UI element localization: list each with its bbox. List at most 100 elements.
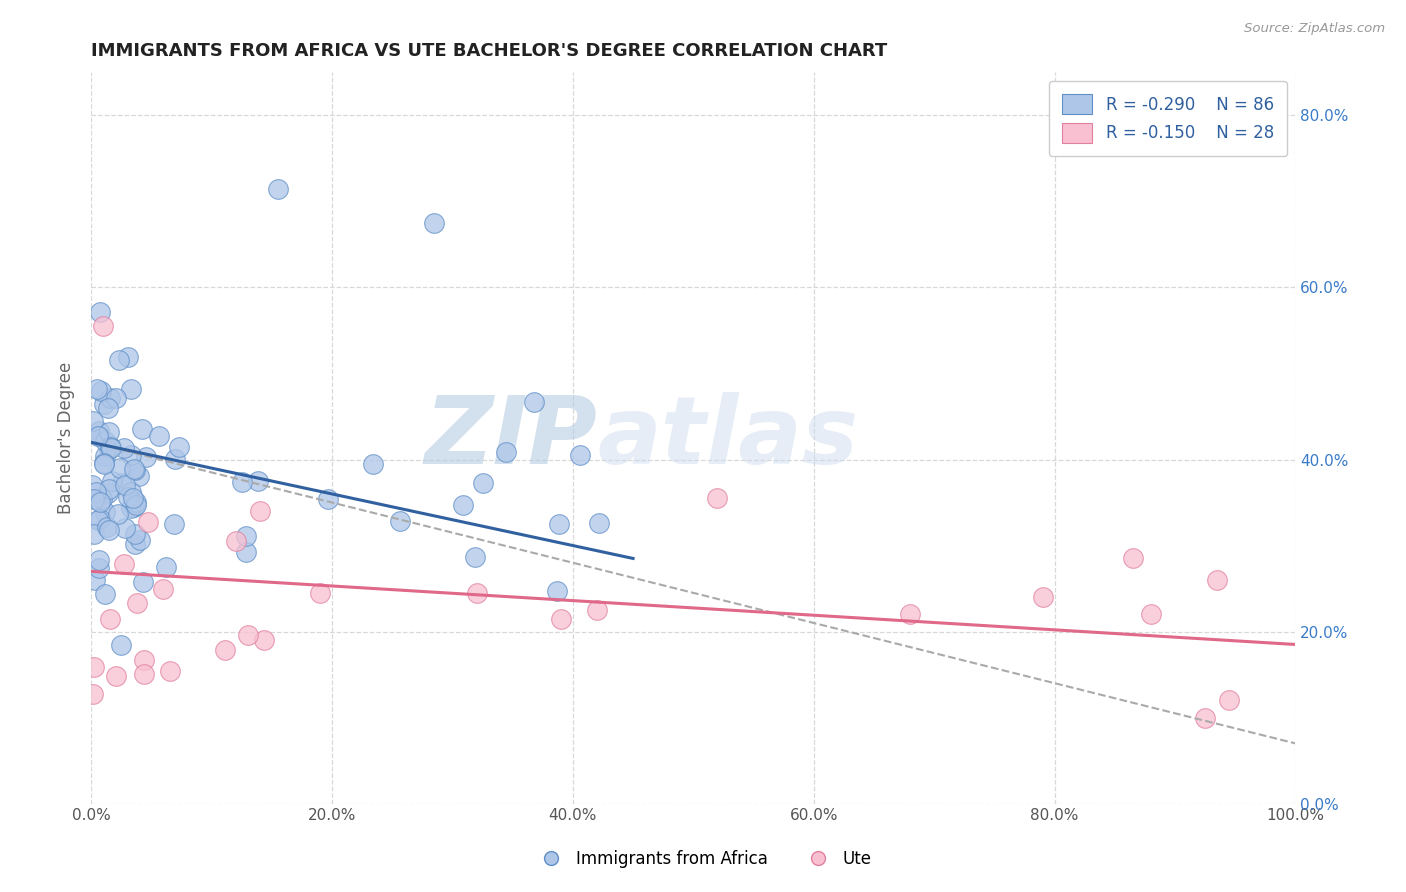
Point (135, 450, 157, 464)
Point (124, 463, 146, 477)
Point (267, 181, 290, 195)
Point (89, 495, 111, 509)
Point (898, 607, 921, 622)
Point (523, 394, 546, 409)
Point (131, 422, 153, 436)
Point (89, 512, 111, 526)
Point (706, 491, 728, 506)
Text: atlas: atlas (598, 392, 858, 484)
Point (112, 558, 135, 572)
Point (1194, 710, 1216, 724)
Point (472, 475, 495, 490)
Point (100, 391, 122, 405)
Point (83, 660, 105, 674)
Point (231, 475, 253, 489)
Point (546, 584, 568, 599)
Point (361, 457, 384, 471)
Y-axis label: Bachelor's Degree: Bachelor's Degree (58, 362, 75, 514)
Point (167, 440, 190, 454)
Point (550, 612, 572, 626)
Point (89, 304, 111, 318)
Point (98, 439, 121, 453)
Legend: R = -0.290    N = 86, R = -0.150    N = 28: R = -0.290 N = 86, R = -0.150 N = 28 (1049, 81, 1286, 156)
Point (586, 603, 609, 617)
Point (117, 350, 139, 364)
Point (112, 441, 135, 455)
Point (465, 586, 488, 600)
Point (309, 586, 332, 600)
Point (107, 508, 129, 522)
Point (94, 587, 117, 601)
Point (120, 382, 142, 396)
Point (101, 475, 124, 489)
Point (111, 475, 134, 490)
Point (97, 442, 120, 456)
Point (159, 664, 181, 678)
Text: ZIP: ZIP (425, 392, 598, 484)
Point (114, 521, 136, 535)
Point (100, 442, 122, 456)
Text: IMMIGRANTS FROM AFRICA VS UTE BACHELOR'S DEGREE CORRELATION CHART: IMMIGRANTS FROM AFRICA VS UTE BACHELOR'S… (91, 42, 887, 60)
Point (548, 516, 571, 531)
Point (253, 632, 276, 647)
Point (163, 516, 186, 531)
Point (98, 482, 121, 496)
Point (110, 639, 132, 653)
Point (87, 429, 110, 443)
Point (131, 574, 153, 589)
Point (1122, 551, 1144, 566)
Point (104, 669, 127, 683)
Point (93, 505, 115, 519)
Point (114, 477, 136, 491)
Point (236, 628, 259, 642)
Point (389, 514, 412, 528)
Point (98, 524, 121, 538)
Point (128, 469, 150, 483)
Point (464, 549, 486, 564)
Point (495, 445, 517, 459)
Point (94, 449, 117, 463)
Point (124, 527, 146, 541)
Point (225, 534, 247, 549)
Point (132, 653, 155, 667)
Point (87, 513, 110, 527)
Point (235, 529, 257, 543)
Point (82, 414, 104, 428)
Point (249, 504, 271, 518)
Point (134, 666, 156, 681)
Point (90, 384, 112, 399)
Point (163, 452, 186, 467)
Point (451, 498, 474, 512)
Point (86, 485, 108, 500)
Point (97, 486, 120, 500)
Point (155, 559, 177, 574)
Point (83, 491, 105, 506)
Point (152, 582, 174, 596)
Point (87, 561, 110, 575)
Point (86, 429, 108, 443)
Point (98, 612, 121, 626)
Point (87, 425, 110, 439)
Point (91, 491, 114, 506)
Point (97, 401, 120, 415)
Point (96, 520, 118, 534)
Point (93, 456, 115, 470)
Point (122, 491, 145, 505)
Point (84, 573, 107, 587)
Point (107, 353, 129, 368)
Point (588, 516, 610, 531)
Point (214, 642, 236, 657)
Point (1218, 693, 1240, 707)
Point (1140, 607, 1163, 622)
Point (83, 688, 105, 702)
Point (246, 475, 269, 489)
Point (569, 448, 592, 462)
Point (120, 448, 142, 462)
Point (122, 462, 145, 476)
Point (93, 457, 115, 471)
Point (136, 515, 159, 529)
Point (1206, 573, 1229, 587)
Point (125, 495, 148, 509)
Point (98, 440, 121, 454)
Point (83, 527, 105, 541)
